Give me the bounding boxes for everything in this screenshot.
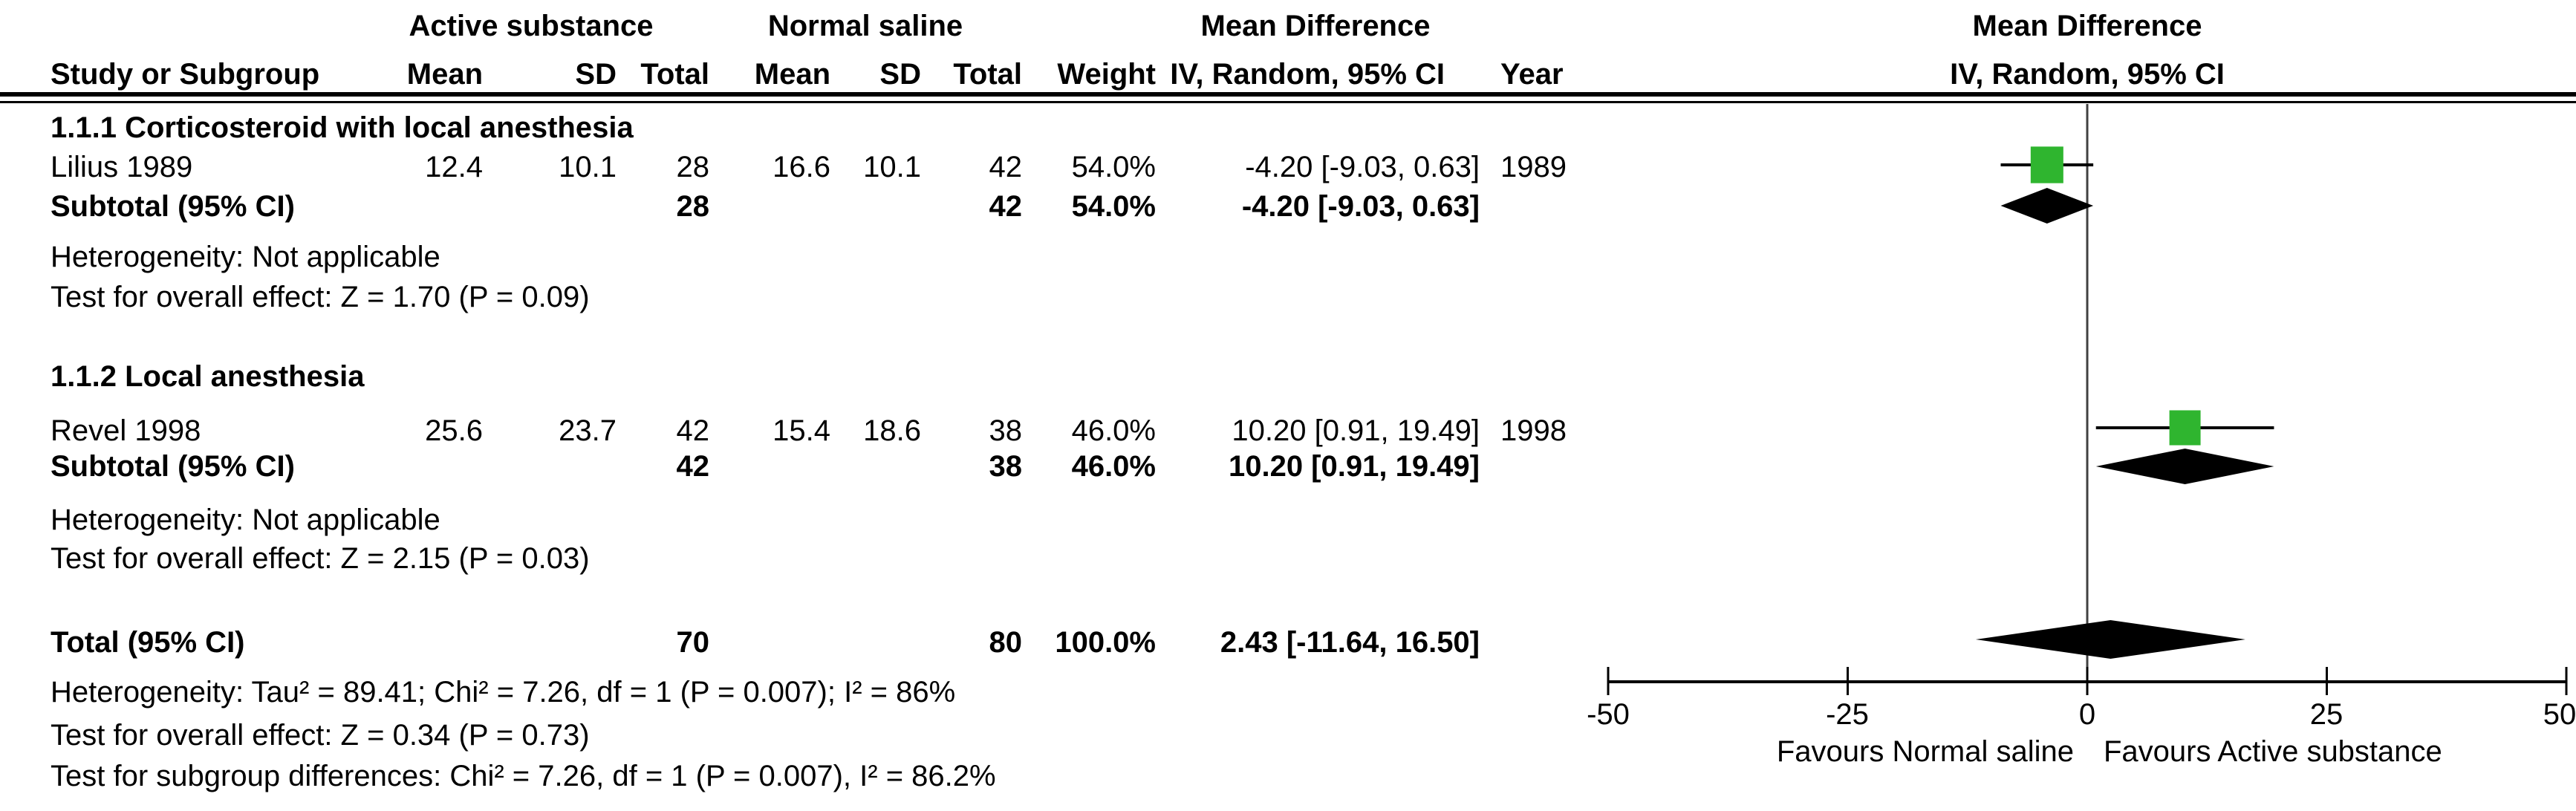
total-label: Total (95% CI)	[51, 626, 245, 659]
col-sd-2: SD	[879, 58, 921, 91]
subtotal2-total1: 42	[676, 450, 710, 483]
study1-ci: -4.20 [-9.03, 0.63]	[1245, 151, 1480, 183]
group1-title: Active substance	[409, 10, 654, 42]
subtotal1-total1: 28	[676, 190, 710, 223]
study1-weight: 54.0%	[1071, 151, 1156, 183]
group2-title: Normal saline	[767, 10, 963, 42]
study2-sd2: 18.6	[863, 414, 921, 447]
plot-title: Mean Difference	[1972, 10, 2202, 42]
footer-overall-effect: Test for overall effect: Z = 0.34 (P = 0…	[51, 719, 590, 752]
pooled-effect-diamond	[2000, 188, 2094, 224]
col-ci: IV, Random, 95% CI	[1170, 58, 1445, 91]
study2-ci: 10.20 [0.91, 19.49]	[1232, 414, 1480, 447]
favours-right-label: Favours Active substance	[2104, 735, 2442, 768]
col-study: Study or Subgroup	[51, 58, 320, 91]
study2-year: 1998	[1500, 414, 1567, 447]
subtotal1-label: Subtotal (95% CI)	[51, 190, 295, 223]
axis-tick--25: -25	[1826, 698, 1869, 731]
footer-subgroup-differences: Test for subgroup differences: Chi² = 7.…	[51, 760, 996, 792]
col-mean-1: Mean	[406, 58, 483, 91]
md-column-title: Mean Difference	[1200, 10, 1431, 42]
study1-name: Lilius 1989	[51, 151, 193, 183]
study1-sd2: 10.1	[863, 151, 921, 183]
plot-subtitle: IV, Random, 95% CI	[1950, 58, 2225, 91]
header-rule-thick	[0, 92, 2576, 97]
total-total1: 70	[676, 626, 710, 659]
study1-sd1: 10.1	[559, 151, 617, 183]
study-weight-square	[2030, 146, 2063, 183]
col-mean-2: Mean	[754, 58, 830, 91]
subtotal2-weight: 46.0%	[1071, 450, 1156, 483]
study1-total2: 42	[989, 151, 1023, 183]
col-weight: Weight	[1057, 58, 1156, 91]
study2-total1: 42	[676, 414, 710, 447]
col-year: Year	[1500, 58, 1564, 91]
subtotal2-ci: 10.20 [0.91, 19.49]	[1228, 450, 1480, 483]
total-weight: 100.0%	[1055, 626, 1156, 659]
subtotal2-total2: 38	[989, 450, 1023, 483]
axis-tick-25: 25	[2309, 698, 2344, 731]
total-total2: 80	[989, 626, 1023, 659]
col-total-2: Total	[953, 58, 1022, 91]
study2-mean2: 15.4	[773, 414, 830, 447]
subgroup1-title: 1.1.1 Corticosteroid with local anesthes…	[51, 111, 634, 144]
pooled-effect-diamond	[1975, 620, 2245, 659]
subgroup2-title: 1.1.2 Local anesthesia	[51, 360, 365, 393]
subgroup1-heterogeneity: Heterogeneity: Not applicable	[51, 241, 440, 273]
study2-mean1: 25.6	[425, 414, 483, 447]
study1-mean1: 12.4	[425, 151, 483, 183]
study1-mean2: 16.6	[773, 151, 830, 183]
study2-total2: 38	[989, 414, 1023, 447]
study2-weight: 46.0%	[1071, 414, 1156, 447]
col-total-1: Total	[640, 58, 709, 91]
axis-tick-0: 0	[2078, 698, 2096, 731]
axis-tick--50: -50	[1587, 698, 1630, 731]
study2-sd1: 23.7	[559, 414, 617, 447]
footer-heterogeneity: Heterogeneity: Tau² = 89.41; Chi² = 7.26…	[51, 676, 956, 709]
study1-total1: 28	[676, 151, 710, 183]
axis-tick-50: 50	[2543, 698, 2576, 731]
header-rule-thin	[0, 101, 2576, 103]
study1-year: 1989	[1500, 151, 1567, 183]
subtotal1-ci: -4.20 [-9.03, 0.63]	[1241, 190, 1480, 223]
favours-left-label: Favours Normal saline	[1776, 735, 2074, 768]
subgroup1-overall-effect: Test for overall effect: Z = 1.70 (P = 0…	[51, 281, 590, 313]
study-weight-square	[2169, 410, 2201, 446]
subtotal2-label: Subtotal (95% CI)	[51, 450, 295, 483]
subgroup2-overall-effect: Test for overall effect: Z = 2.15 (P = 0…	[51, 542, 590, 575]
subtotal1-total2: 42	[989, 190, 1023, 223]
total-ci: 2.43 [-11.64, 16.50]	[1220, 626, 1480, 659]
subtotal1-weight: 54.0%	[1071, 190, 1156, 223]
col-sd-1: SD	[575, 58, 617, 91]
study2-name: Revel 1998	[51, 414, 201, 447]
pooled-effect-diamond	[2095, 449, 2274, 484]
subgroup2-heterogeneity: Heterogeneity: Not applicable	[51, 504, 440, 536]
